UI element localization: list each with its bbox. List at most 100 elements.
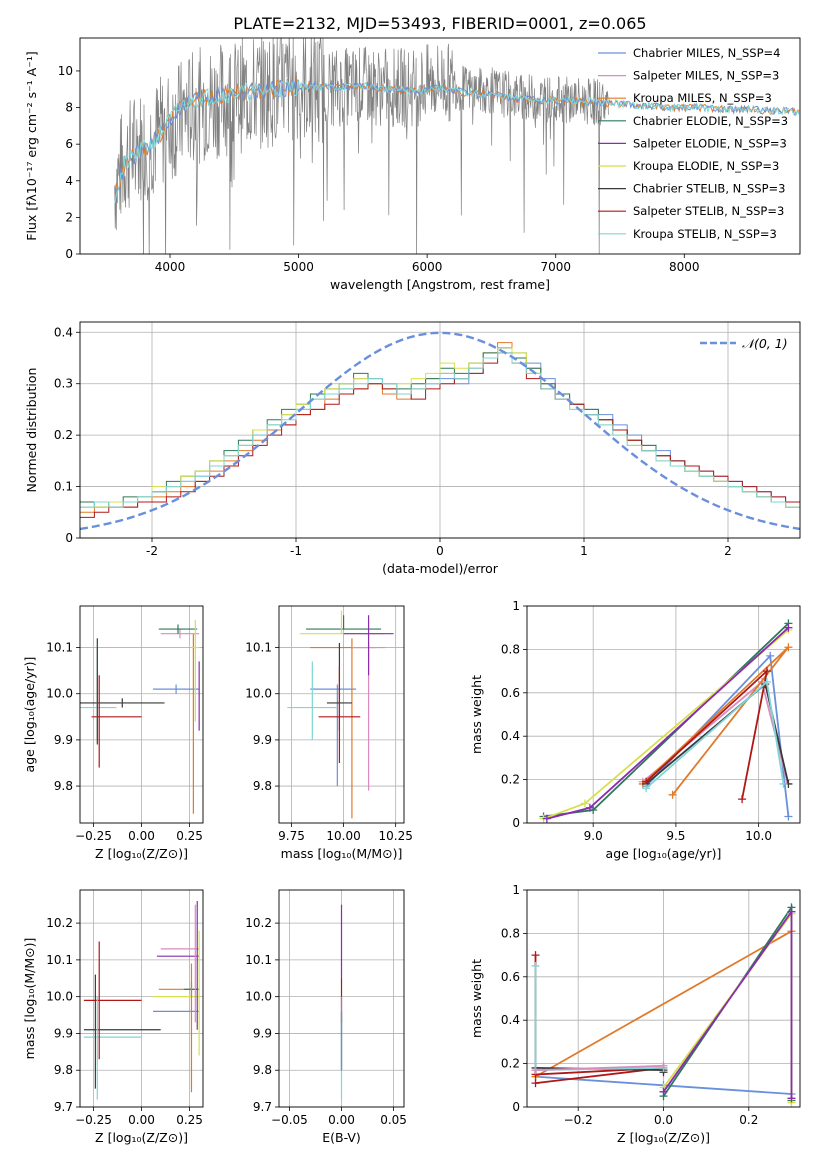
- y-tick-label: 10.0: [46, 990, 73, 1004]
- chart-mass-weight-vs-Z: −0.2 0.0 0.2 0 0.2 0.4 0.6 0.8 1 Z [log₁₀(Z/Z⊙)] m…: [469, 883, 801, 1145]
- histogram-series-line: [80, 352, 800, 518]
- y-tick-label: 10.2: [245, 916, 272, 930]
- x-tick-label: 0: [436, 544, 444, 558]
- y-tick-label: 10.1: [245, 953, 272, 967]
- data-point-marker: [542, 814, 551, 823]
- y-tick-label: 9.8: [253, 779, 272, 793]
- legend-entry: Kroupa STELIB, N_SSP=3: [633, 227, 777, 241]
- x-tick-label: 10.0: [745, 829, 772, 843]
- data-point-marker: [642, 784, 651, 793]
- data-point-marker: [787, 1094, 796, 1103]
- data-point-marker: [585, 803, 594, 812]
- series-line: [645, 680, 785, 789]
- chart-spectrum: 4000 5000 6000 7000 8000 0 2 4 6 8 10 wavelength [A…: [24, 37, 801, 292]
- data-point-marker: [762, 677, 771, 686]
- y-axis-label: Normed distribution: [24, 368, 39, 493]
- x-tick-label: 8000: [669, 260, 700, 274]
- x-axis-label: wavelength [Angstrom, rest frame]: [330, 277, 550, 292]
- series-line: [543, 622, 790, 818]
- y-axis-label: age [log₁₀(age/yr)]: [22, 657, 37, 773]
- plot-area: [80, 619, 200, 814]
- axes-frame: [79, 889, 204, 1108]
- y-tick-label: 10.0: [245, 990, 272, 1004]
- series-line: [535, 930, 792, 1078]
- x-axis-label: E(B-V): [322, 1130, 361, 1145]
- legend-entry: Salpeter ELODIE, N_SSP=3: [633, 136, 787, 150]
- legend-entry: Salpeter STELIB, N_SSP=3: [633, 204, 784, 218]
- axes-frame: [526, 605, 801, 824]
- y-tick-label: 0.8: [501, 926, 520, 940]
- data-point-marker: [766, 651, 775, 660]
- y-axis-label: mass weight: [469, 675, 484, 754]
- legend: 𝒩(0, 1): [700, 336, 788, 351]
- histogram-series-line: [80, 352, 800, 508]
- y-tick-label: 6: [65, 137, 73, 151]
- x-tick-label: 10.25: [378, 829, 412, 843]
- x-tick-label: 0.25: [176, 829, 203, 843]
- y-tick-label: 1: [512, 599, 520, 613]
- x-axis-label: mass [log₁₀(M/M⊙)]: [281, 846, 403, 861]
- axes-frame: [79, 321, 801, 539]
- y-tick-label: 1: [512, 883, 520, 897]
- x-tick-label: 1: [580, 544, 588, 558]
- y-tick-label: 10.2: [46, 916, 73, 930]
- data-point-marker: [668, 790, 677, 799]
- y-tick-label: 0.6: [501, 686, 520, 700]
- plot-area: [539, 619, 793, 823]
- figure-title: PLATE=2132, MJD=53493, FIBERID=0001, z=0…: [233, 14, 646, 33]
- x-tick-label: −0.05: [271, 1113, 308, 1127]
- legend-entry: 𝒩(0, 1): [742, 336, 788, 351]
- data-point-marker: [659, 1087, 668, 1096]
- axes-frame: [278, 889, 405, 1108]
- x-tick-label: 10.00: [326, 829, 360, 843]
- y-tick-label: 9.8: [253, 1063, 272, 1077]
- legend-entry: Kroupa MILES, N_SSP=3: [633, 91, 772, 105]
- y-tick-label: 0.8: [501, 642, 520, 656]
- chart-mass-vs-EBV: −0.05 0.00 0.05 9.7 9.8 9.9 10.0 10.1 10.2 E(B-V): [245, 889, 407, 1145]
- y-tick-label: 0.4: [501, 729, 520, 743]
- legend-entry: Chabrier STELIB, N_SSP=3: [633, 182, 785, 196]
- y-tick-label: 0.1: [54, 480, 73, 494]
- y-tick-label: 4: [65, 174, 73, 188]
- x-tick-label: 6000: [412, 260, 443, 274]
- y-tick-label: 0.6: [501, 970, 520, 984]
- data-point-marker: [531, 1079, 540, 1088]
- x-tick-label: -2: [146, 544, 158, 558]
- y-axis-label: mass [log₁₀(M/M⊙)]: [22, 938, 37, 1060]
- x-tick-label: 0.00: [128, 829, 155, 843]
- y-axis-label: Flux [fλ10⁻¹⁷ erg cm⁻² s⁻¹ A⁻¹]: [24, 51, 39, 240]
- y-tick-label: 8: [65, 101, 73, 115]
- data-point-marker: [784, 812, 793, 821]
- x-tick-label: 9.5: [666, 829, 685, 843]
- chart-mass-weight-vs-age: 9.0 9.5 10.0 0 0.2 0.4 0.6 0.8 1 age [log₁₀(age/y…: [469, 599, 801, 861]
- y-tick-label: 0.4: [501, 1013, 520, 1027]
- data-point-marker: [531, 961, 540, 970]
- series-line: [534, 966, 664, 1072]
- y-tick-label: 2: [65, 210, 73, 224]
- axes-frame: [79, 605, 204, 824]
- model-spectrum-line: [114, 79, 800, 204]
- x-tick-label: 9.0: [584, 829, 603, 843]
- x-tick-label: 7000: [540, 260, 571, 274]
- y-tick-label: 10.1: [46, 953, 73, 967]
- y-tick-label: 9.9: [253, 1026, 272, 1040]
- x-tick-label: 0.00: [128, 1113, 155, 1127]
- x-tick-label: 2: [724, 544, 732, 558]
- data-point-marker: [784, 643, 793, 652]
- data-point-marker: [738, 795, 747, 804]
- data-point-marker: [659, 1061, 668, 1070]
- y-tick-label: 0.2: [501, 773, 520, 787]
- data-point-marker: [580, 799, 589, 808]
- y-tick-label: 9.9: [54, 1026, 73, 1040]
- axes-frame: [79, 37, 801, 255]
- observed-spectrum-line: [114, 38, 609, 254]
- x-tick-label: −0.2: [564, 1113, 593, 1127]
- plot-area: [83, 901, 200, 1100]
- data-point-marker: [531, 951, 540, 960]
- data-point-marker: [531, 1066, 540, 1075]
- x-tick-label: 0.25: [176, 1113, 203, 1127]
- series-line: [535, 1064, 664, 1071]
- y-tick-label: 10.0: [245, 687, 272, 701]
- x-axis-label: Z [log₁₀(Z/Z⊙)]: [95, 1130, 188, 1145]
